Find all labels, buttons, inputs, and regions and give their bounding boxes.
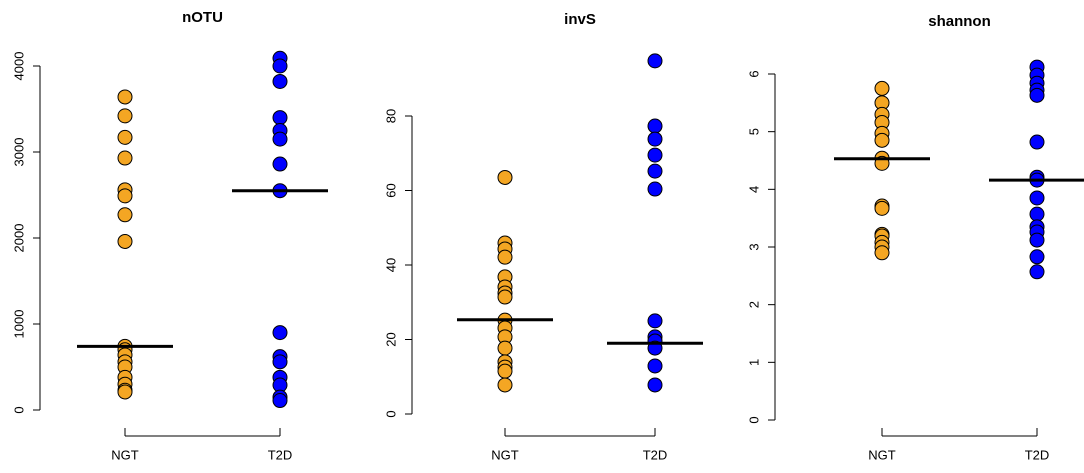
point: [1029, 206, 1045, 222]
y-tick-label: 3000: [11, 138, 26, 167]
point: [647, 53, 663, 69]
y-tick-label: 3: [746, 243, 761, 250]
y-tick-label: 1: [746, 359, 761, 366]
y-tick-label: 6: [746, 70, 761, 77]
point: [874, 132, 890, 148]
y-tick-label: 40: [383, 258, 398, 272]
point: [647, 118, 663, 134]
y-tick-label: 0: [746, 416, 761, 423]
point: [497, 377, 513, 393]
point: [874, 245, 890, 261]
y-tick-label: 2000: [11, 224, 26, 253]
point: [272, 354, 288, 370]
point: [1029, 87, 1045, 103]
point: [272, 73, 288, 89]
point: [117, 129, 133, 145]
y-tick-label: 80: [383, 109, 398, 123]
point: [1029, 190, 1045, 206]
x-tick-label: NGT: [111, 447, 139, 462]
point: [117, 150, 133, 166]
point: [647, 313, 663, 329]
point: [497, 289, 513, 305]
point: [497, 340, 513, 356]
point: [272, 156, 288, 172]
x-tick-label: T2D: [268, 447, 293, 462]
point: [497, 169, 513, 185]
x-tick-label: T2D: [1025, 447, 1050, 462]
point: [647, 163, 663, 179]
chart-title: shannon: [928, 13, 991, 30]
x-tick-label: T2D: [643, 447, 668, 462]
point: [647, 377, 663, 393]
y-tick-label: 0: [383, 410, 398, 417]
y-tick-label: 5: [746, 128, 761, 135]
point: [647, 147, 663, 163]
y-tick-label: 2: [746, 301, 761, 308]
point: [272, 58, 288, 74]
point: [647, 358, 663, 374]
point: [874, 80, 890, 96]
point: [117, 233, 133, 249]
point: [1029, 264, 1045, 280]
point: [117, 89, 133, 105]
y-tick-label: 4: [746, 186, 761, 193]
point: [874, 200, 890, 216]
y-tick-label: 1000: [11, 310, 26, 339]
point: [1029, 249, 1045, 265]
point: [272, 393, 288, 409]
point: [117, 384, 133, 400]
y-tick-label: 4000: [11, 52, 26, 81]
point: [272, 110, 288, 126]
point: [497, 249, 513, 265]
y-tick-label: 20: [383, 332, 398, 346]
point: [647, 131, 663, 147]
point: [117, 188, 133, 204]
x-tick-label: NGT: [491, 447, 519, 462]
chart-title: nOTU: [182, 9, 223, 26]
point: [1029, 134, 1045, 150]
point: [1029, 232, 1045, 248]
y-tick-label: 0: [11, 406, 26, 413]
point: [117, 207, 133, 223]
point: [647, 181, 663, 197]
point: [272, 325, 288, 341]
point: [117, 108, 133, 124]
point: [272, 131, 288, 147]
point: [497, 363, 513, 379]
y-tick-label: 60: [383, 183, 398, 197]
x-tick-label: NGT: [868, 447, 896, 462]
chart-title: invS: [564, 11, 596, 28]
